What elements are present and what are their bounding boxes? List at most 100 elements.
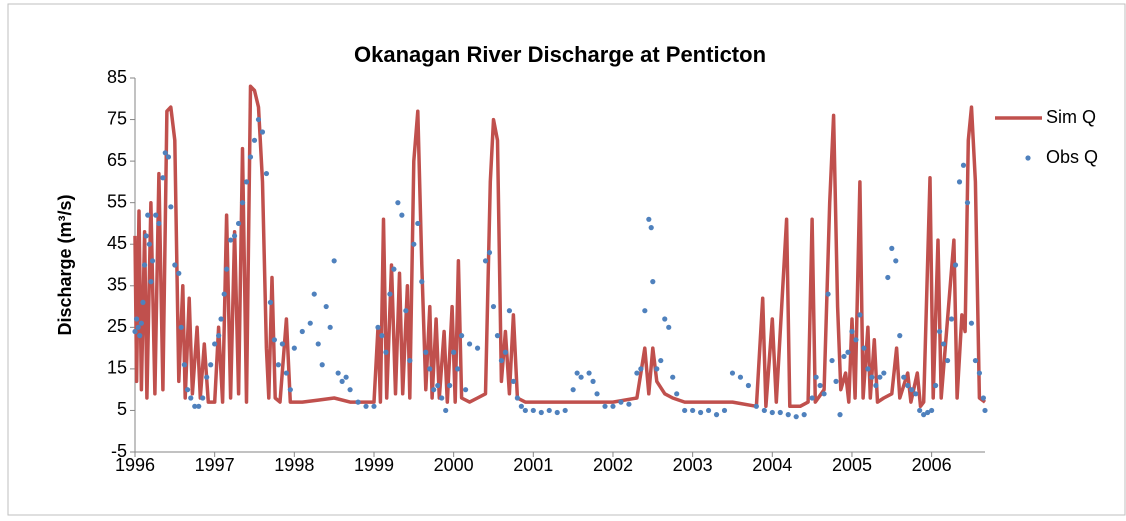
obs-point	[371, 403, 377, 409]
obs-point	[982, 407, 988, 414]
obs-point	[235, 220, 242, 227]
obs-point	[713, 412, 720, 418]
obs-point	[411, 241, 417, 247]
obs-point	[231, 233, 238, 239]
obs-point	[833, 378, 839, 384]
obs-point	[530, 407, 536, 414]
obs-point	[646, 216, 652, 222]
obs-point	[769, 409, 775, 416]
obs-point	[654, 366, 660, 372]
obs-point	[658, 357, 664, 364]
obs-point	[837, 412, 843, 418]
obs-point	[462, 387, 469, 393]
obs-point	[917, 407, 923, 414]
obs-point	[705, 407, 712, 414]
obs-point	[299, 328, 305, 335]
obs-point	[944, 357, 951, 364]
obs-point	[435, 382, 441, 389]
obs-point	[251, 137, 258, 143]
obs-point	[869, 374, 875, 380]
obs-point	[319, 362, 325, 368]
obs-point	[399, 212, 405, 218]
obs-point	[574, 370, 580, 376]
obs-point	[291, 345, 297, 351]
obs-point	[889, 245, 895, 251]
obs-point	[817, 382, 823, 389]
y-tick-label: 45	[107, 233, 127, 253]
obs-point	[141, 262, 148, 268]
obs-point	[662, 316, 668, 322]
obs-point	[323, 303, 329, 310]
obs-point	[204, 374, 210, 380]
obs-point	[343, 374, 349, 380]
obs-point	[143, 233, 149, 239]
obs-point	[980, 395, 987, 401]
obs-point	[698, 409, 704, 416]
obs-point	[423, 349, 429, 355]
obs-point	[375, 324, 381, 330]
obs-point	[383, 349, 389, 355]
obs-point	[729, 370, 736, 376]
obs-point	[538, 409, 544, 416]
obs-point	[283, 370, 289, 376]
y-tick-label: 25	[107, 316, 127, 336]
obs-point	[956, 179, 963, 185]
obs-point	[474, 345, 481, 351]
y-axis-label: Discharge (m³/s)	[55, 194, 75, 335]
obs-point	[897, 333, 903, 339]
obs-point	[721, 407, 728, 414]
y-tick-label: 55	[107, 191, 127, 211]
obs-point	[865, 366, 871, 372]
obs-point	[153, 212, 159, 218]
obs-point	[909, 387, 915, 393]
obs-point	[829, 357, 835, 364]
obs-point	[841, 353, 847, 360]
obs-point	[674, 391, 680, 397]
obs-point	[586, 370, 592, 376]
obs-point	[522, 407, 528, 414]
obs-point	[948, 316, 955, 322]
obs-point	[140, 299, 146, 305]
obs-point	[510, 378, 516, 384]
obs-point	[809, 395, 815, 401]
obs-point	[650, 279, 656, 285]
obs-point	[514, 395, 520, 401]
obs-point	[610, 403, 616, 409]
obs-point	[801, 412, 807, 418]
obs-point	[877, 374, 883, 380]
y-tick-label: 15	[107, 358, 127, 378]
obs-point	[156, 220, 162, 227]
obs-point	[972, 357, 979, 364]
obs-point	[821, 391, 827, 397]
obs-point	[968, 320, 975, 326]
obs-point	[415, 220, 421, 227]
obs-point	[216, 333, 222, 339]
y-tick-label: 75	[107, 108, 127, 128]
obs-point	[845, 349, 851, 355]
obs-point	[466, 341, 473, 347]
obs-point	[793, 414, 799, 420]
obs-point	[181, 362, 187, 368]
obs-point	[666, 324, 672, 330]
obs-point	[761, 407, 767, 414]
obs-point	[443, 407, 449, 414]
obs-point	[275, 362, 281, 368]
obs-point	[135, 324, 141, 330]
obs-point	[331, 258, 337, 264]
obs-point	[279, 341, 285, 347]
obs-point	[940, 341, 947, 347]
obs-point	[387, 291, 393, 297]
obs-point	[594, 391, 600, 397]
obs-point	[403, 308, 409, 314]
obs-point	[160, 175, 166, 181]
obs-point	[188, 395, 194, 401]
obs-point	[753, 403, 759, 409]
x-tick-label: 1999	[354, 455, 394, 475]
obs-point	[502, 349, 509, 355]
x-tick-label: 2006	[912, 455, 952, 475]
obs-point	[881, 370, 887, 376]
obs-point	[395, 200, 401, 206]
obs-point	[145, 212, 151, 218]
obs-point	[176, 270, 182, 276]
obs-point	[648, 225, 654, 231]
